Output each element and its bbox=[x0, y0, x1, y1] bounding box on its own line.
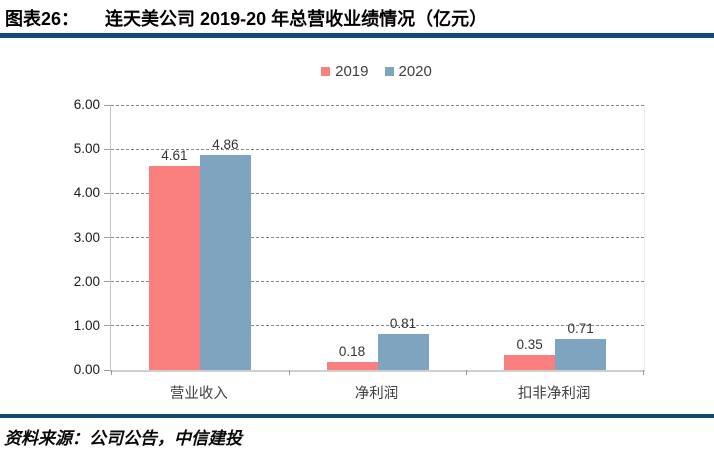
y-axis-tick bbox=[104, 281, 110, 283]
x-axis-tick bbox=[288, 370, 290, 375]
bar-2020-营业收入 bbox=[199, 155, 251, 370]
legend-item-2019: 2019 bbox=[321, 62, 369, 80]
y-axis-tick bbox=[104, 237, 110, 238]
y-axis-tick-label: 1.00 bbox=[73, 317, 100, 333]
y-axis-tick bbox=[104, 104, 110, 106]
figure-title: 图表26： 连天美公司 2019-20 年总营收业绩情况（亿元） bbox=[5, 5, 709, 31]
y-axis-tick-label: 5.00 bbox=[73, 141, 100, 157]
gridline bbox=[111, 237, 644, 238]
bar-value-label: 4.86 bbox=[212, 137, 239, 153]
gridline bbox=[111, 148, 644, 150]
gridline bbox=[111, 104, 644, 106]
bar-2019-净利润 bbox=[326, 362, 378, 370]
gridline bbox=[111, 192, 644, 194]
y-axis-tick bbox=[104, 192, 110, 194]
x-axis-tick bbox=[111, 370, 112, 375]
top-divider bbox=[0, 33, 714, 38]
y-axis-tick-label: 6.00 bbox=[73, 97, 100, 112]
legend-item-2020: 2020 bbox=[384, 62, 432, 80]
legend-label: 2019 bbox=[335, 62, 369, 80]
bottom-divider bbox=[0, 414, 714, 418]
x-axis-category-label: 营业收入 bbox=[169, 386, 228, 402]
chart-legend: 2019 2020 bbox=[110, 62, 643, 80]
plot-area: 4.61 0.18 0.35 4.86 0.81 0.71 bbox=[104, 104, 645, 375]
y-axis-tick-label: 4.00 bbox=[73, 185, 100, 201]
figure-number: 图表26： bbox=[5, 9, 80, 29]
bar-value-label: 4.61 bbox=[161, 148, 188, 164]
y-axis-tick bbox=[104, 369, 110, 371]
gridline bbox=[111, 281, 644, 283]
bar-2019-扣非净利润 bbox=[504, 354, 556, 370]
x-axis-tick bbox=[643, 370, 644, 375]
y-axis-tick-label: 3.00 bbox=[73, 229, 100, 245]
bar-2019-营业收入 bbox=[148, 166, 200, 370]
figure-caption: 连天美公司 2019-20 年总营收业绩情况（亿元） bbox=[105, 9, 488, 29]
source-note: 资料来源：公司公告，中信建投 bbox=[4, 429, 242, 448]
y-axis-tick-label: 2.00 bbox=[73, 273, 100, 289]
x-axis-category-label: 净利润 bbox=[354, 386, 399, 402]
y-axis-tick bbox=[104, 325, 110, 327]
x-axis-tick bbox=[466, 370, 468, 375]
bar-value-label: 0.35 bbox=[516, 336, 543, 352]
bar-2020-净利润 bbox=[377, 334, 429, 370]
legend-swatch-icon bbox=[321, 66, 331, 76]
gridline bbox=[111, 325, 644, 327]
y-axis-tick bbox=[104, 148, 110, 150]
bar-2020-扣非净利润 bbox=[555, 338, 607, 370]
legend-label: 2020 bbox=[398, 62, 432, 80]
bar-value-label: 0.71 bbox=[567, 320, 594, 336]
x-axis-category-label: 扣非净利润 bbox=[517, 386, 591, 402]
bar-value-label: 0.81 bbox=[389, 316, 417, 332]
bar-value-label: 0.18 bbox=[338, 344, 366, 360]
y-axis-tick-label: 0.00 bbox=[73, 362, 100, 377]
legend-swatch-icon bbox=[384, 66, 394, 76]
